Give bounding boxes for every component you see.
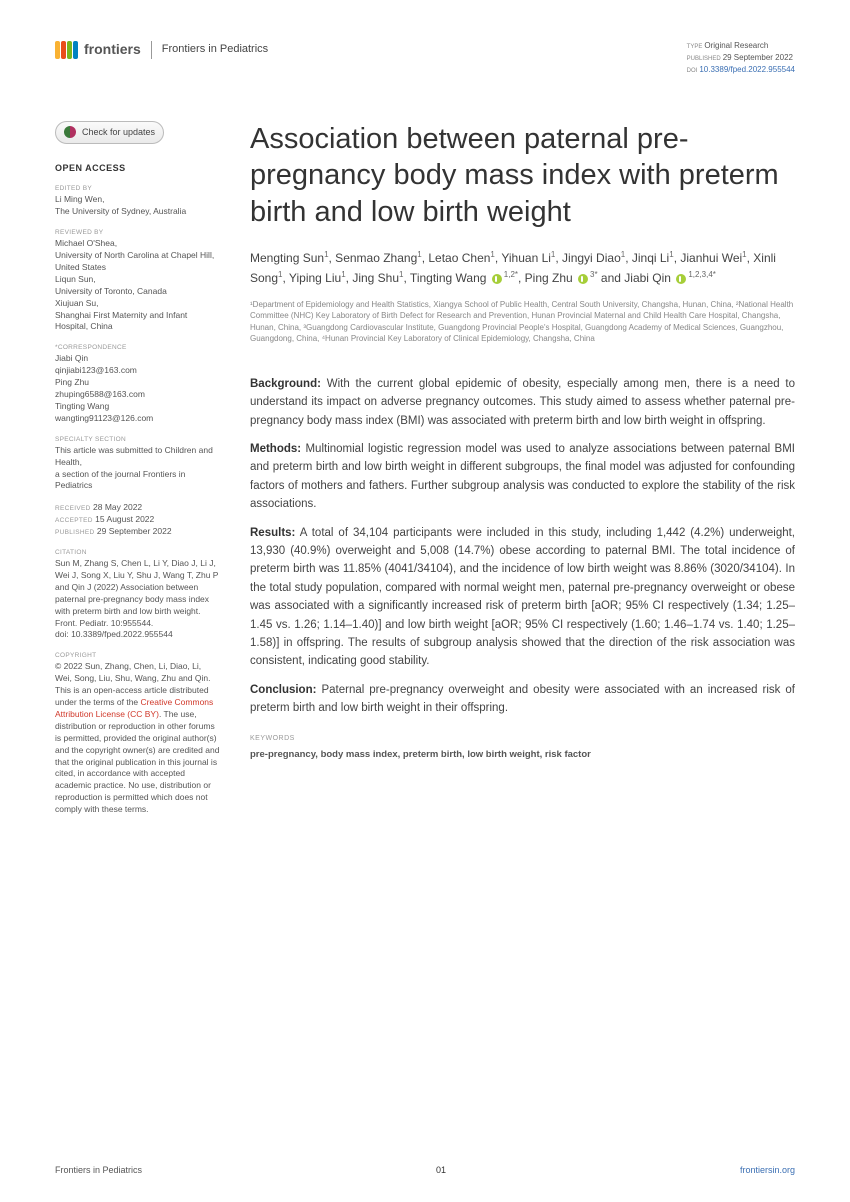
article-title: Association between paternal pre-pregnan… (250, 121, 795, 230)
received-date: 28 May 2022 (93, 502, 142, 512)
specialty-label: SPECIALTY SECTION (55, 435, 220, 444)
copyright: © 2022 Sun, Zhang, Chen, Li, Diao, Li, W… (55, 661, 220, 816)
header: frontiers Frontiers in Pediatrics TYPEOr… (55, 40, 795, 76)
results-label: Results: (250, 527, 295, 539)
abstract: Background: With the current global epid… (250, 375, 795, 718)
copyright-label: COPYRIGHT (55, 651, 220, 660)
accepted-date: 15 August 2022 (95, 514, 154, 524)
citation: Sun M, Zhang S, Chen L, Li Y, Diao J, Li… (55, 558, 220, 641)
logo-text: frontiers (84, 40, 141, 60)
results-text: A total of 34,104 participants were incl… (250, 527, 795, 668)
published-label: PUBLISHED (55, 529, 95, 536)
conclusion-text: Paternal pre-pregnancy overweight and ob… (250, 684, 795, 714)
header-divider (151, 41, 152, 59)
published-date-sidebar: 29 September 2022 (97, 526, 172, 536)
footer-journal: Frontiers in Pediatrics (55, 1164, 142, 1177)
correspondence: Jiabi Qin qinjiabi123@163.com Ping Zhu z… (55, 353, 220, 424)
author-list: Mengting Sun1, Senmao Zhang1, Letao Chen… (250, 248, 795, 289)
published-date: 29 September 2022 (723, 53, 793, 62)
doi-link[interactable]: 10.3389/fped.2022.955544 (699, 65, 795, 74)
edited-by-label: EDITED BY (55, 184, 220, 193)
open-access-label: OPEN ACCESS (55, 162, 220, 175)
article-type: Original Research (704, 41, 768, 50)
sidebar: Check for updates OPEN ACCESS EDITED BY … (55, 121, 220, 818)
page: frontiers Frontiers in Pediatrics TYPEOr… (0, 0, 850, 1202)
methods-label: Methods: (250, 443, 301, 455)
edited-by: Li Ming Wen, The University of Sydney, A… (55, 194, 220, 218)
background-text: With the current global epidemic of obes… (250, 378, 795, 427)
correspondence-label: *CORRESPONDENCE (55, 343, 220, 352)
check-for-updates-button[interactable]: Check for updates (55, 121, 164, 144)
background-label: Background: (250, 378, 321, 390)
affiliations: ¹Department of Epidemiology and Health S… (250, 299, 795, 345)
reviewed-by: Michael O'Shea, University of North Caro… (55, 238, 220, 333)
methods-text: Multinomial logistic regression model wa… (250, 443, 795, 510)
keywords: pre-pregnancy, body mass index, preterm … (250, 748, 795, 761)
keywords-label: KEYWORDS (250, 734, 795, 744)
journal-name: Frontiers in Pediatrics (162, 42, 268, 57)
header-meta: TYPEOriginal Research PUBLISHED29 Septem… (687, 40, 795, 76)
specialty-section: This article was submitted to Children a… (55, 445, 220, 493)
check-updates-label: Check for updates (82, 126, 155, 139)
footer: Frontiers in Pediatrics 01 frontiersin.o… (55, 1164, 795, 1177)
check-updates-icon (64, 126, 76, 138)
page-number: 01 (436, 1164, 446, 1177)
main-column: Association between paternal pre-pregnan… (250, 121, 795, 818)
accepted-label: ACCEPTED (55, 517, 93, 524)
received-label: RECEIVED (55, 505, 91, 512)
logo: frontiers (55, 40, 141, 60)
body-grid: Check for updates OPEN ACCESS EDITED BY … (55, 121, 795, 818)
citation-label: CITATION (55, 548, 220, 557)
footer-site-link[interactable]: frontiersin.org (740, 1164, 795, 1177)
logo-icon (55, 41, 78, 59)
reviewed-by-label: REVIEWED BY (55, 228, 220, 237)
conclusion-label: Conclusion: (250, 684, 316, 696)
header-left: frontiers Frontiers in Pediatrics (55, 40, 268, 60)
